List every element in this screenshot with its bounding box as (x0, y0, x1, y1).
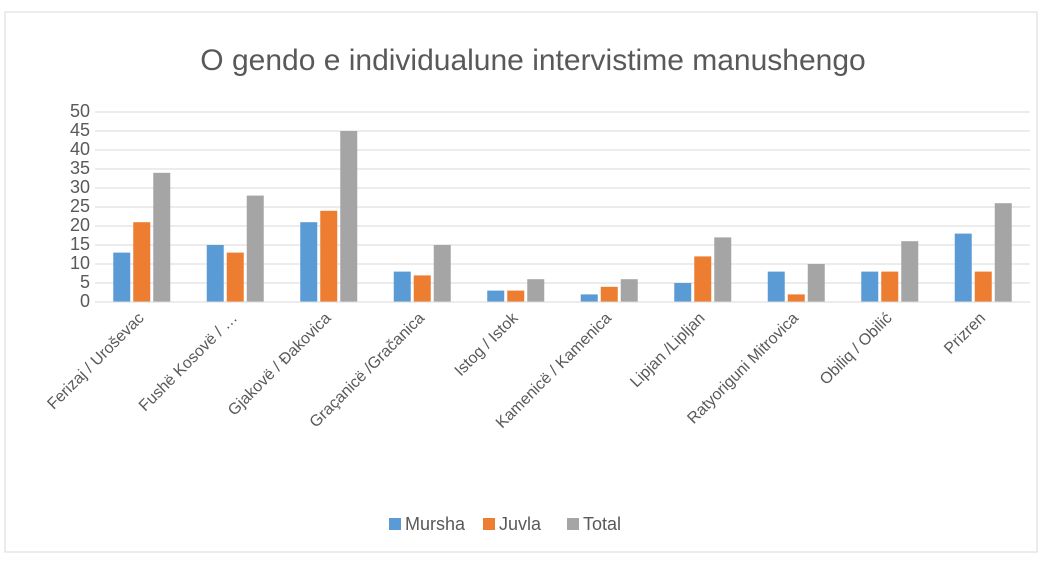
bar (767, 271, 785, 302)
y-tick-label: 45 (70, 120, 90, 140)
legend-label: Juvla (499, 514, 542, 534)
bar (527, 279, 545, 302)
legend-label: Total (583, 514, 621, 534)
bar (901, 241, 919, 302)
bar (861, 271, 879, 302)
y-tick-label: 30 (70, 177, 90, 197)
bar (881, 271, 899, 302)
bar (433, 245, 451, 302)
bar (600, 286, 618, 302)
y-tick-label: 0 (80, 291, 90, 311)
bar (674, 283, 692, 302)
bar (113, 252, 131, 302)
bar (340, 131, 358, 302)
legend-swatch (567, 518, 579, 530)
y-tick-label: 25 (70, 196, 90, 216)
bar (300, 222, 318, 302)
bar (507, 290, 525, 302)
bar (226, 252, 244, 302)
bar (413, 275, 431, 302)
y-tick-label: 15 (70, 234, 90, 254)
bar (246, 195, 264, 302)
bar (954, 233, 972, 302)
bar (787, 294, 805, 302)
y-tick-label: 50 (70, 101, 90, 121)
bar (206, 245, 224, 302)
bar (133, 222, 151, 302)
y-tick-label: 40 (70, 139, 90, 159)
legend-label: Mursha (405, 514, 466, 534)
bar (694, 256, 712, 302)
legend-swatch (483, 518, 495, 530)
y-tick-label: 5 (80, 272, 90, 292)
bar (807, 264, 825, 302)
bar (487, 290, 505, 302)
legend-swatch (389, 518, 401, 530)
bar (580, 294, 598, 302)
bar (714, 237, 732, 302)
chart-title: O gendo e individualune intervistime man… (200, 44, 865, 77)
y-tick-label: 35 (70, 158, 90, 178)
bar (994, 203, 1012, 302)
bar (320, 210, 338, 302)
bar (620, 279, 638, 302)
bar (153, 172, 171, 302)
bar (393, 271, 411, 302)
y-tick-label: 10 (70, 253, 90, 273)
bar (974, 271, 992, 302)
y-tick-label: 20 (70, 215, 90, 235)
